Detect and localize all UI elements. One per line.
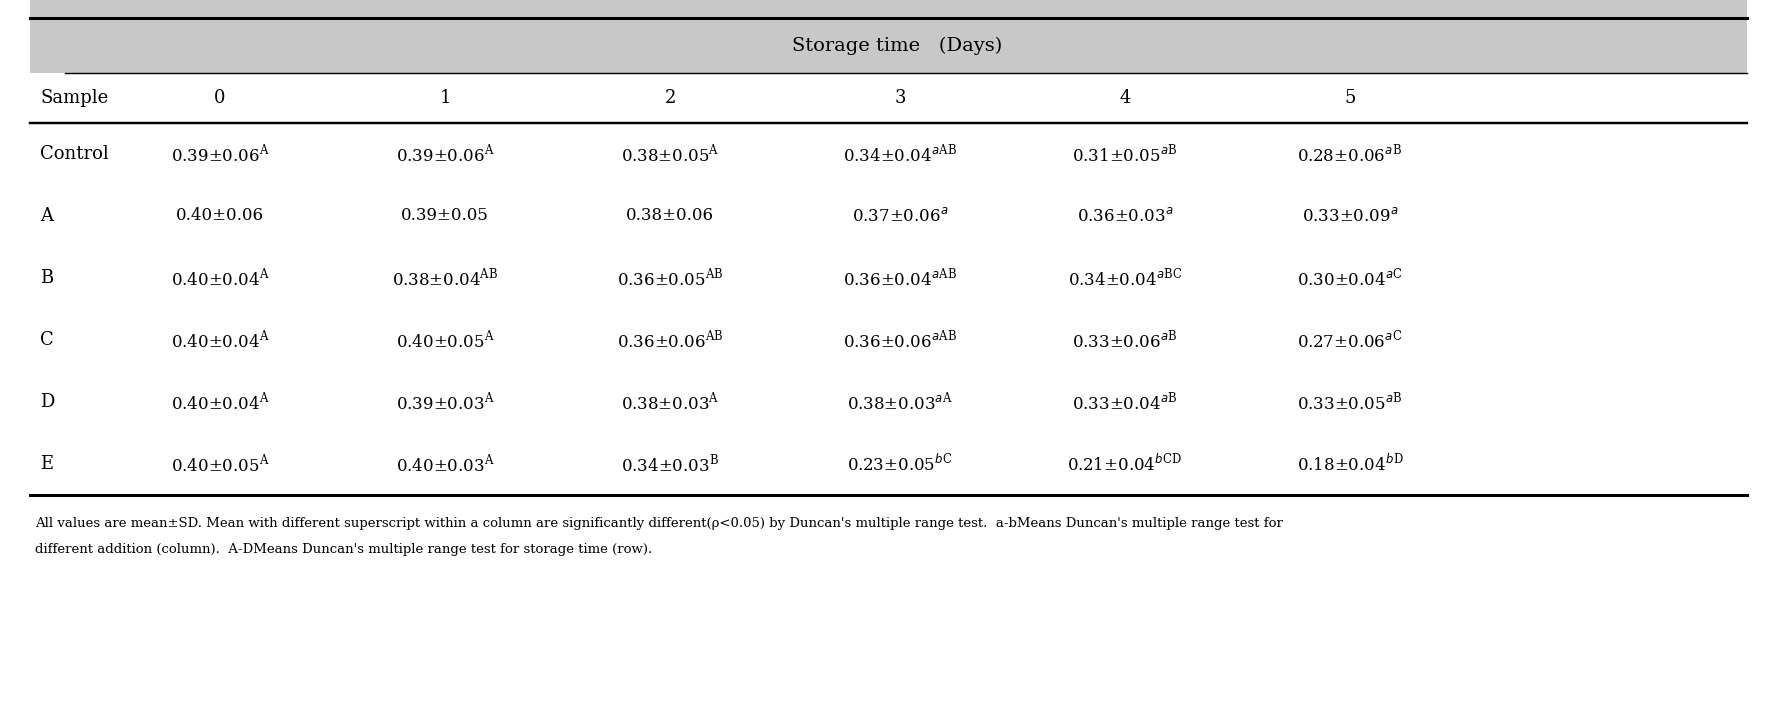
Bar — [30, 123, 1747, 495]
Text: 0.33±0.06$^{\mathit{a}}$$^{\mathregular{B}}$: 0.33±0.06$^{\mathit{a}}$$^{\mathregular{… — [1072, 329, 1178, 351]
Text: 0.38±0.03$^{\mathregular{A}}$: 0.38±0.03$^{\mathregular{A}}$ — [620, 391, 720, 414]
Text: 0.34±0.04$^{\mathit{a}}$$^{\mathregular{BC}}$: 0.34±0.04$^{\mathit{a}}$$^{\mathregular{… — [1068, 266, 1182, 289]
Text: 0.40±0.06: 0.40±0.06 — [176, 208, 265, 225]
Text: E: E — [41, 455, 53, 473]
Text: Sample: Sample — [41, 89, 108, 107]
Text: 0.36±0.04$^{\mathit{a}}$$^{\mathregular{AB}}$: 0.36±0.04$^{\mathit{a}}$$^{\mathregular{… — [842, 266, 958, 289]
Text: different addition (column).  A-DMeans Duncan's multiple range test for storage : different addition (column). A-DMeans Du… — [36, 544, 652, 556]
Text: 1: 1 — [439, 89, 451, 107]
Text: 0.38±0.04$^{\mathregular{AB}}$: 0.38±0.04$^{\mathregular{AB}}$ — [393, 266, 498, 289]
Text: 0.40±0.03$^{\mathregular{A}}$: 0.40±0.03$^{\mathregular{A}}$ — [396, 453, 494, 475]
Text: 4: 4 — [1120, 89, 1130, 107]
Text: 0.33±0.09$^{\mathit{a}}$: 0.33±0.09$^{\mathit{a}}$ — [1303, 207, 1398, 225]
Text: 0.39±0.06$^{\mathregular{A}}$: 0.39±0.06$^{\mathregular{A}}$ — [171, 143, 270, 165]
Text: 0.33±0.05$^{\mathit{a}}$$^{\mathregular{B}}$: 0.33±0.05$^{\mathit{a}}$$^{\mathregular{… — [1297, 391, 1402, 414]
Text: C: C — [41, 331, 53, 349]
Text: 0.27±0.06$^{\mathit{a}}$$^{\mathregular{C}}$: 0.27±0.06$^{\mathit{a}}$$^{\mathregular{… — [1297, 329, 1402, 351]
Bar — [30, 500, 1747, 713]
Text: A: A — [41, 207, 53, 225]
Text: 0.39±0.03$^{\mathregular{A}}$: 0.39±0.03$^{\mathregular{A}}$ — [396, 391, 494, 414]
Text: 3: 3 — [894, 89, 906, 107]
Text: 0.28±0.06$^{\mathit{a}}$$^{\mathregular{B}}$: 0.28±0.06$^{\mathit{a}}$$^{\mathregular{… — [1297, 143, 1402, 165]
Text: 5: 5 — [1345, 89, 1356, 107]
Text: 0.31±0.05$^{\mathit{a}}$$^{\mathregular{B}}$: 0.31±0.05$^{\mathit{a}}$$^{\mathregular{… — [1072, 143, 1178, 165]
Text: 0.39±0.05: 0.39±0.05 — [402, 208, 489, 225]
Text: 0.21±0.04$^{\mathit{b}}$$^{\mathregular{CD}}$: 0.21±0.04$^{\mathit{b}}$$^{\mathregular{… — [1068, 453, 1183, 475]
Text: 0.18±0.04$^{\mathit{b}}$$^{\mathregular{D}}$: 0.18±0.04$^{\mathit{b}}$$^{\mathregular{… — [1297, 453, 1404, 475]
Text: 0.23±0.05$^{\mathit{b}}$$^{\mathregular{C}}$: 0.23±0.05$^{\mathit{b}}$$^{\mathregular{… — [848, 453, 952, 475]
Text: Control: Control — [41, 145, 108, 163]
Text: 0.39±0.06$^{\mathregular{A}}$: 0.39±0.06$^{\mathregular{A}}$ — [396, 143, 494, 165]
Text: 0.40±0.05$^{\mathregular{A}}$: 0.40±0.05$^{\mathregular{A}}$ — [396, 329, 494, 351]
Text: 0.30±0.04$^{\mathit{a}}$$^{\mathregular{C}}$: 0.30±0.04$^{\mathit{a}}$$^{\mathregular{… — [1297, 266, 1404, 289]
Text: 0.36±0.05$^{\mathregular{AB}}$: 0.36±0.05$^{\mathregular{AB}}$ — [617, 266, 723, 289]
Text: 0.36±0.03$^{\mathit{a}}$: 0.36±0.03$^{\mathit{a}}$ — [1077, 207, 1173, 225]
Text: 0.38±0.05$^{\mathregular{A}}$: 0.38±0.05$^{\mathregular{A}}$ — [620, 143, 720, 165]
Text: All values are mean±SD. Mean with different superscript within a column are sign: All values are mean±SD. Mean with differ… — [36, 516, 1283, 529]
Text: D: D — [41, 393, 55, 411]
Text: 0.36±0.06$^{\mathit{a}}$$^{\mathregular{AB}}$: 0.36±0.06$^{\mathit{a}}$$^{\mathregular{… — [842, 329, 958, 351]
Text: 0.34±0.03$^{\mathregular{B}}$: 0.34±0.03$^{\mathregular{B}}$ — [620, 453, 720, 475]
Text: 0.38±0.06: 0.38±0.06 — [626, 208, 714, 225]
Text: 0.34±0.04$^{\mathit{a}}$$^{\mathregular{AB}}$: 0.34±0.04$^{\mathit{a}}$$^{\mathregular{… — [842, 143, 958, 165]
Text: 0.38±0.03$^{\mathit{a}}$$^{\mathregular{A}}$: 0.38±0.03$^{\mathit{a}}$$^{\mathregular{… — [848, 391, 952, 414]
Text: 0.40±0.04$^{\mathregular{A}}$: 0.40±0.04$^{\mathregular{A}}$ — [171, 391, 270, 414]
Text: 0.37±0.06$^{\mathit{a}}$: 0.37±0.06$^{\mathit{a}}$ — [851, 207, 949, 225]
Text: 0.40±0.05$^{\mathregular{A}}$: 0.40±0.05$^{\mathregular{A}}$ — [171, 453, 270, 475]
Text: B: B — [41, 269, 53, 287]
Text: 0.33±0.04$^{\mathit{a}}$$^{\mathregular{B}}$: 0.33±0.04$^{\mathit{a}}$$^{\mathregular{… — [1072, 391, 1178, 414]
Text: Storage time   (Days): Storage time (Days) — [793, 37, 1002, 55]
Text: 2: 2 — [665, 89, 675, 107]
Text: 0.36±0.06$^{\mathregular{AB}}$: 0.36±0.06$^{\mathregular{AB}}$ — [617, 329, 723, 351]
Bar — [30, 0, 1747, 73]
Text: 0.40±0.04$^{\mathregular{A}}$: 0.40±0.04$^{\mathregular{A}}$ — [171, 266, 270, 289]
Text: 0.40±0.04$^{\mathregular{A}}$: 0.40±0.04$^{\mathregular{A}}$ — [171, 329, 270, 351]
Text: 0: 0 — [215, 89, 226, 107]
